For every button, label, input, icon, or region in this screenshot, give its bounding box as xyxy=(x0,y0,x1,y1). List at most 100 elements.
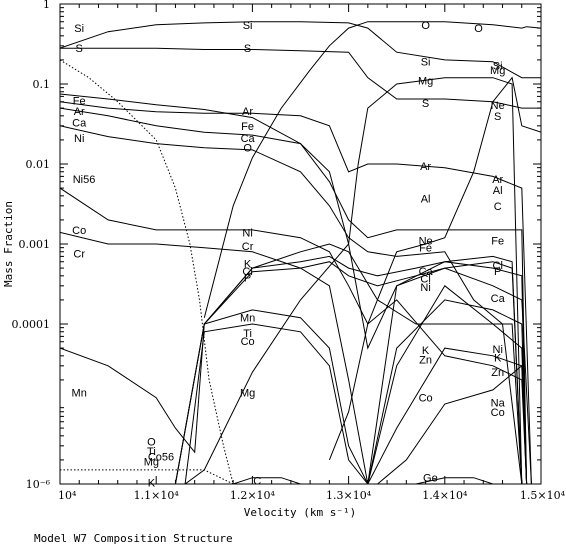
series-line-ne-4 xyxy=(328,76,541,461)
curve-label-cr: Cr xyxy=(73,249,85,261)
x-tick-label: 1.2×10⁴ xyxy=(230,489,276,502)
series-line-fe-5 xyxy=(60,93,528,484)
curve-label-cl: Cl xyxy=(493,260,503,272)
series-line-p-15 xyxy=(174,261,523,484)
curve-label-cl: Cl xyxy=(420,274,430,286)
y-tick-label: 1 xyxy=(43,0,50,11)
curve-label-cr: Cr xyxy=(242,241,254,253)
curve-label-co: Co xyxy=(491,407,505,419)
curve-label-ge: Ge xyxy=(423,473,438,485)
figure-caption: Model W7 Composition Structure xyxy=(34,532,233,545)
curve-label-ni56: Ni56 xyxy=(73,174,96,186)
curve-label-ni: Ni xyxy=(74,133,84,145)
x-tick-label: 10⁴ xyxy=(58,489,77,502)
series-line-k-13 xyxy=(174,243,523,484)
curve-label-c: C xyxy=(253,476,261,488)
curve-label-k: K xyxy=(422,345,430,357)
curve-label-co56: Co56 xyxy=(148,452,174,464)
series-line-o-2 xyxy=(203,21,541,318)
curve-label-ni: Ni xyxy=(493,344,503,356)
curve-label-p: P xyxy=(244,273,251,285)
curve-label-al: Al xyxy=(493,185,503,197)
series-line-ni56-9 xyxy=(60,59,234,484)
curve-label-ca: Ca xyxy=(419,266,434,278)
y-tick-label: 10⁻⁶ xyxy=(26,478,51,491)
curve-label-ti: Ti xyxy=(147,446,156,458)
curve-label-mn: Mn xyxy=(72,387,87,399)
series-line-si-0 xyxy=(60,21,541,79)
curve-label-ne: Ne xyxy=(419,236,433,248)
curve-label-si: Si xyxy=(421,57,431,69)
curve-label-p: P xyxy=(494,266,501,278)
curve-label-ni: Ni xyxy=(420,282,430,294)
series-line-ca-7 xyxy=(60,107,532,484)
curve-label-s: S xyxy=(244,43,251,55)
curve-label-fe: Fe xyxy=(491,236,504,248)
curve-label-al: Al xyxy=(421,194,431,206)
curve-label-ti: Ti xyxy=(243,328,252,340)
curves-layer xyxy=(60,21,541,484)
series-line-ti-17 xyxy=(184,285,528,484)
series-line-ar-6 xyxy=(60,101,532,484)
curve-label-k: K xyxy=(494,353,502,365)
x-tick-label: 1.3×10⁴ xyxy=(326,489,372,502)
x-tick-label: 1.4×10⁴ xyxy=(422,489,468,502)
series-line-co56-10 xyxy=(60,469,234,484)
curve-label-si: Si xyxy=(74,23,84,35)
x-tick-label: 1.1×10⁴ xyxy=(134,489,180,502)
curve-label-fe: Fe xyxy=(241,121,254,133)
y-axis-title: Mass Fraction xyxy=(2,201,15,287)
curve-label-ca: Ca xyxy=(491,293,506,305)
series-line-cr-12 xyxy=(60,231,528,484)
curve-label-ca: Ca xyxy=(241,133,256,145)
series-line-ni-8 xyxy=(60,125,523,484)
curve-label-cl: Cl xyxy=(242,266,252,278)
curve-label-o: O xyxy=(147,437,156,449)
curve-label-si: Si xyxy=(243,20,253,32)
x-axis-title: Velocity (km s⁻¹) xyxy=(244,506,357,519)
curve-label-co: Co xyxy=(241,336,255,348)
curve-label-ar: Ar xyxy=(242,106,253,118)
curve-label-zn: Zn xyxy=(419,355,432,367)
curve-label-c: C xyxy=(494,201,502,213)
curve-label-fe: Fe xyxy=(73,96,86,108)
series-line-mn-16 xyxy=(60,299,528,484)
y-tick-label: 0.001 xyxy=(19,238,51,251)
y-tick-label: 0.0001 xyxy=(12,318,51,331)
y-tick-label: 0.1 xyxy=(33,78,51,91)
curve-label-k: K xyxy=(148,477,156,489)
curve-label-s: S xyxy=(76,43,83,55)
curve-label-na: Na xyxy=(491,397,506,409)
curve-label-ar: Ar xyxy=(420,161,431,173)
curve-label-ne: Ne xyxy=(491,100,505,112)
curve-label-si: Si xyxy=(493,61,503,73)
curve-label-ar: Ar xyxy=(74,106,85,118)
curve-label-s: S xyxy=(422,98,429,110)
curve-label-ca: Ca xyxy=(72,118,87,130)
curve-label-co: Co xyxy=(419,393,433,405)
curve-label-o: O xyxy=(474,23,483,35)
curve-label-k: K xyxy=(244,259,252,271)
curve-label-mg: Mg xyxy=(144,457,159,469)
curve-label-co: Co xyxy=(72,225,86,237)
curve-label-mg: Mg xyxy=(240,387,255,399)
series-line-co-11 xyxy=(60,187,528,484)
curve-label-fe: Fe xyxy=(419,243,432,255)
series-line-na-19 xyxy=(377,364,528,484)
curve-label-mg: Mg xyxy=(418,76,433,88)
y-tick-label: 0.01 xyxy=(26,158,51,171)
series-line-mg-3 xyxy=(184,77,523,484)
series-line-cl-14 xyxy=(174,255,523,484)
curve-label-o: O xyxy=(421,20,430,32)
curve-label-o: O xyxy=(243,143,252,155)
ticks-layer: 10⁴ 1.1×10⁴ 1.2×10⁴ 1.3×10⁴ 1.4×10⁴ 1.5×10⁴10… xyxy=(12,0,566,502)
curve-label-mg: Mg xyxy=(490,65,505,77)
curve-label-zn: Zn xyxy=(491,367,504,379)
curve-label-ar: Ar xyxy=(492,174,503,186)
curve-label-s: S xyxy=(494,111,501,123)
x-tick-label: 1.5×10⁴ xyxy=(520,489,566,502)
curve-label-ni: Ni xyxy=(242,227,252,239)
curve-label-mn: Mn xyxy=(240,313,255,325)
